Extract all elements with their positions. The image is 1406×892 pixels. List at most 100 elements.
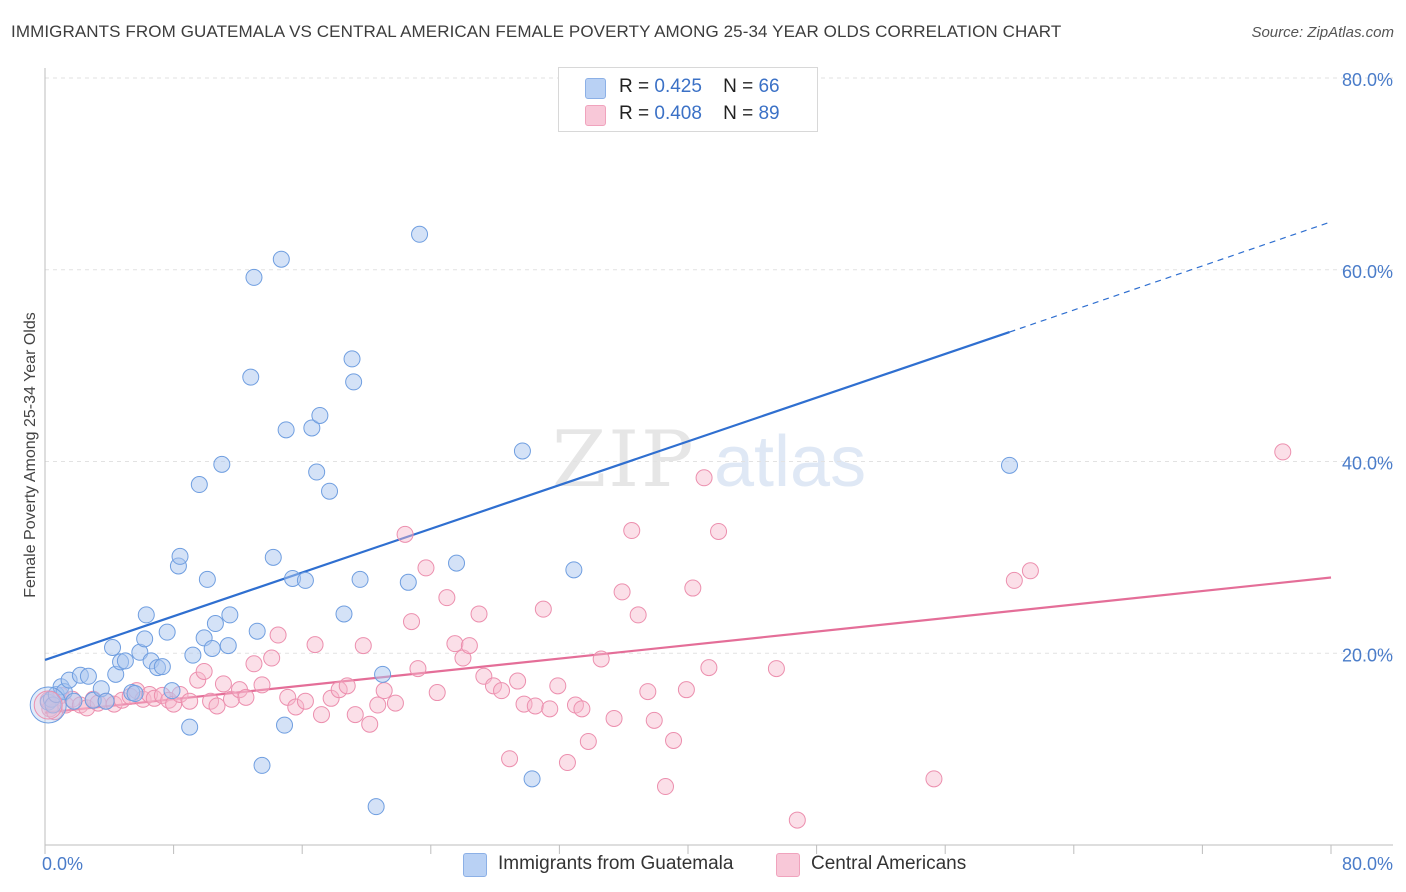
trend-line-central-americans	[44, 576, 1332, 714]
point-central-americans	[354, 637, 372, 655]
point-central-americans	[214, 675, 232, 693]
point-central-americans	[623, 522, 641, 540]
point-guatemala	[65, 692, 83, 710]
point-central-americans	[460, 637, 478, 655]
point-guatemala	[104, 638, 122, 656]
point-guatemala	[276, 716, 294, 734]
point-guatemala	[158, 623, 176, 641]
point-central-americans	[386, 694, 404, 712]
point-guatemala	[245, 268, 263, 286]
point-central-americans	[665, 731, 683, 749]
point-central-americans	[526, 697, 544, 715]
point-guatemala	[303, 419, 321, 437]
point-central-americans	[592, 650, 610, 668]
point-central-americans	[695, 469, 713, 487]
point-central-americans	[788, 811, 806, 829]
point-guatemala	[136, 630, 154, 648]
trend-line-guatemala-extension	[1009, 221, 1332, 333]
point-central-americans	[346, 706, 364, 724]
point-guatemala	[351, 570, 369, 588]
point-central-americans	[501, 750, 519, 768]
point-central-americans	[684, 579, 702, 597]
point-central-americans	[613, 583, 631, 601]
point-central-americans	[446, 635, 464, 653]
tick-labels: 20.0% 40.0% 60.0% 80.0% 0.0% 80.0%	[42, 70, 1393, 874]
y-tick-label: 80.0%	[1342, 70, 1393, 90]
point-central-americans	[338, 677, 356, 695]
point-guatemala	[248, 622, 266, 640]
point-guatemala	[181, 718, 199, 736]
point-central-americans	[245, 655, 263, 673]
point-guatemala	[184, 646, 202, 664]
legend-r-label: R =	[619, 103, 650, 124]
point-central-americans	[639, 683, 657, 701]
point-guatemala	[308, 463, 326, 481]
legend-n-label: N =	[723, 103, 754, 124]
point-guatemala	[523, 770, 541, 788]
point-central-americans	[656, 778, 674, 796]
point-guatemala	[221, 606, 239, 624]
point-guatemala	[253, 756, 271, 774]
legend-n-value: 66	[758, 76, 780, 97]
point-guatemala	[79, 667, 97, 685]
point-guatemala	[343, 350, 361, 368]
point-guatemala	[345, 373, 363, 391]
point-central-americans	[1274, 443, 1292, 461]
point-guatemala	[219, 637, 237, 655]
point-guatemala	[367, 798, 385, 816]
point-guatemala	[1001, 456, 1018, 474]
point-central-americans	[181, 692, 199, 710]
point-central-americans	[700, 659, 718, 677]
point-central-americans	[375, 682, 393, 700]
point-central-americans	[330, 681, 348, 699]
point-central-americans	[237, 688, 255, 706]
point-central-americans	[287, 698, 305, 716]
point-guatemala	[116, 652, 134, 670]
point-central-americans	[541, 700, 559, 718]
point-guatemala	[198, 570, 216, 588]
point-central-americans	[428, 684, 446, 702]
point-guatemala	[97, 692, 115, 710]
point-guatemala	[272, 250, 290, 268]
point-guatemala	[411, 225, 429, 243]
point-central-americans	[208, 697, 226, 715]
point-central-americans	[195, 662, 213, 680]
legend-r-value: 0.408	[654, 103, 702, 124]
point-central-americans	[558, 754, 576, 772]
point-central-americans	[925, 770, 943, 788]
source-credit: Source: ZipAtlas.com	[1251, 24, 1394, 41]
point-guatemala	[399, 573, 417, 591]
stats-legend: R = 0.425 N = 66 R = 0.408 N = 89	[558, 67, 818, 132]
point-guatemala	[203, 639, 221, 657]
point-central-americans	[677, 681, 695, 699]
point-central-americans	[253, 676, 271, 694]
bottom-legend-label-blue: Immigrants from Guatemala	[498, 853, 734, 874]
x-tick-label: 80.0%	[1342, 854, 1393, 874]
y-axis-label: Female Poverty Among 25-34 Year Olds	[22, 312, 39, 598]
chart-title: IMMIGRANTS FROM GUATEMALA VS CENTRAL AME…	[11, 22, 1062, 41]
point-guatemala	[153, 658, 171, 676]
gridlines	[45, 77, 1393, 654]
point-guatemala	[335, 605, 353, 623]
trend-lines	[44, 221, 1332, 714]
legend-n-value: 89	[758, 103, 780, 124]
legend-swatch-pink	[585, 105, 606, 126]
point-guatemala	[190, 476, 208, 494]
point-central-americans	[629, 606, 647, 624]
point-central-americans	[549, 677, 567, 695]
point-central-americans	[710, 522, 728, 540]
legend-swatch-blue	[585, 78, 606, 99]
point-central-americans	[767, 660, 785, 678]
legend-r-label: R =	[619, 76, 650, 97]
point-guatemala	[311, 406, 329, 424]
point-guatemala	[513, 442, 531, 460]
point-guatemala	[137, 606, 155, 624]
point-central-americans	[484, 677, 502, 695]
point-central-americans	[269, 626, 287, 644]
point-central-americans	[579, 732, 597, 750]
point-central-americans	[396, 525, 414, 543]
point-central-americans-cluster	[33, 690, 63, 720]
point-guatemala	[565, 561, 583, 579]
point-central-americans	[306, 636, 324, 654]
